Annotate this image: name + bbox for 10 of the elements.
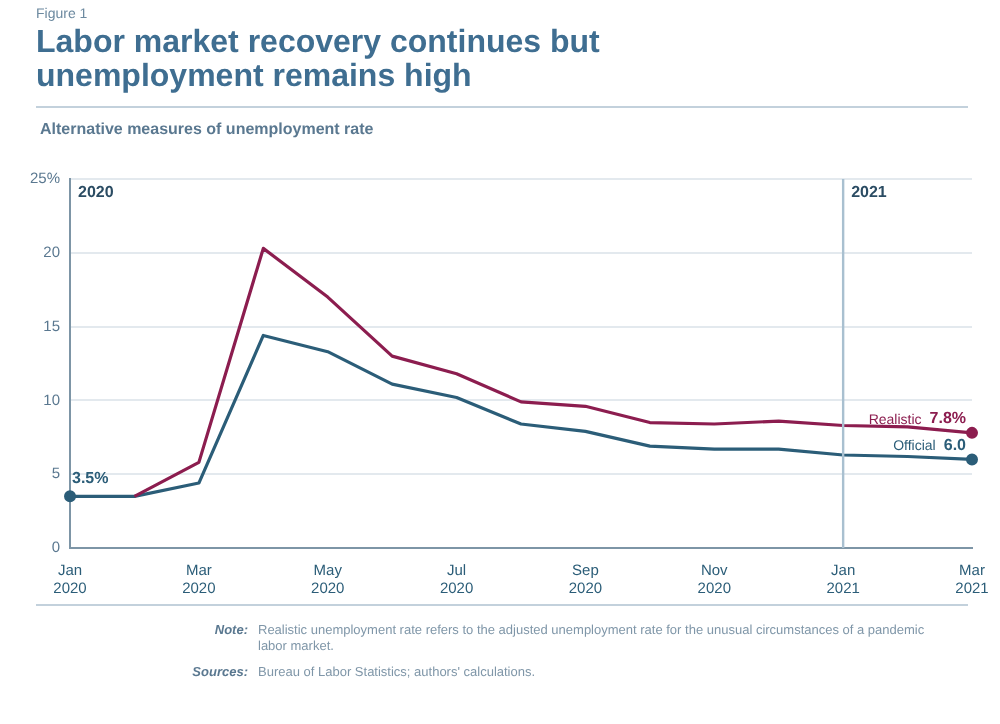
chart-title: Labor market recovery continues but unemployment remains high <box>36 26 602 94</box>
ref-line-label: 2021 <box>851 183 888 202</box>
data-label: 3.5% <box>72 468 109 487</box>
point <box>966 426 978 439</box>
annotation: 2020 <box>78 183 115 202</box>
chart-subtitle: Alternative measures of unemployment rate <box>40 120 374 138</box>
point <box>64 490 77 503</box>
point <box>966 453 978 466</box>
data-label: 7.8% <box>929 409 966 428</box>
data-label: 6.0 <box>943 435 968 454</box>
